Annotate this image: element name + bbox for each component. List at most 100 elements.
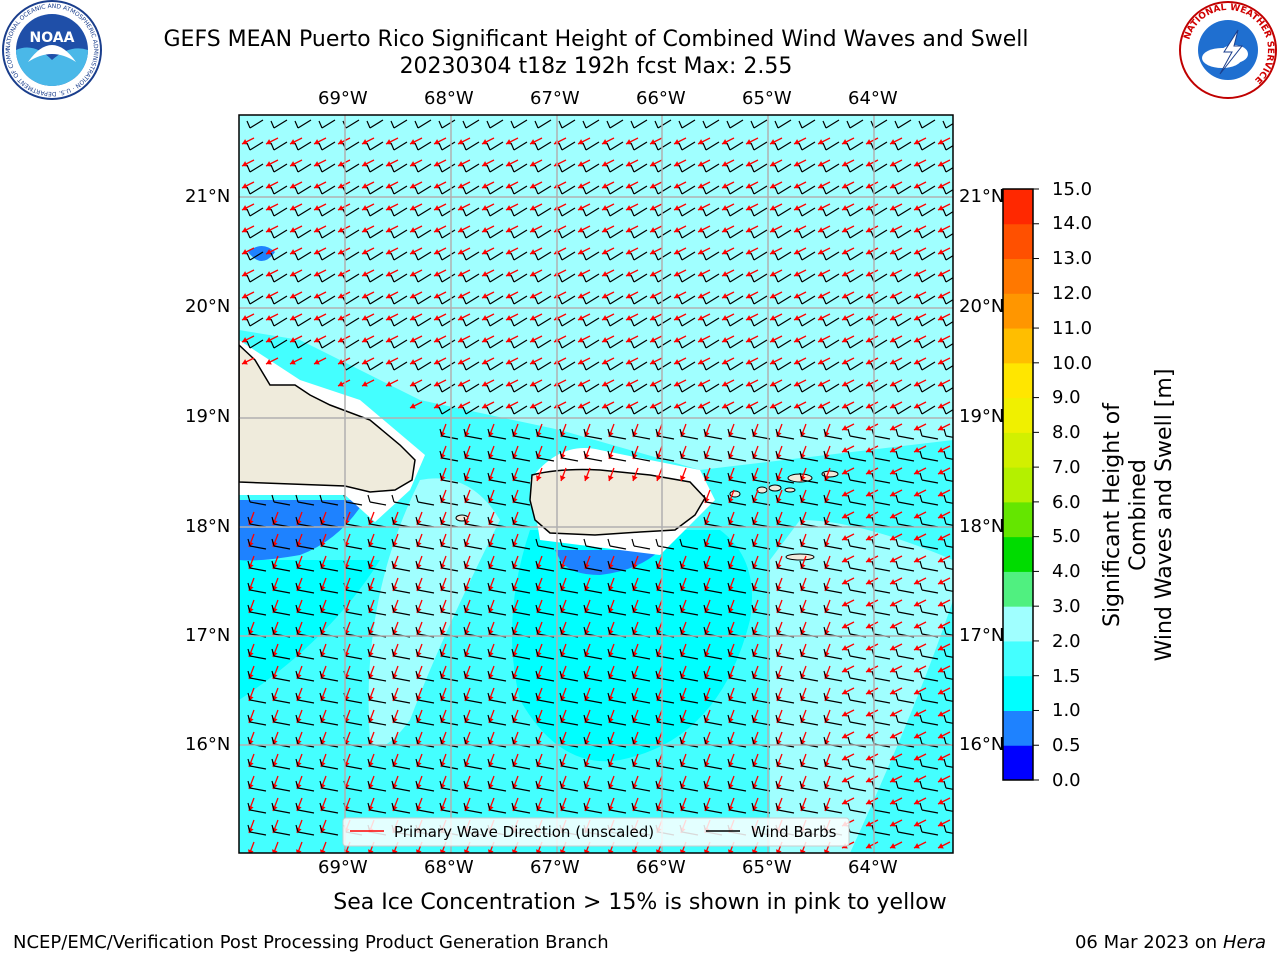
wind-barb (606, 405, 624, 415)
wind-barb (390, 339, 408, 349)
wind-barb (391, 538, 411, 550)
wind-barb (607, 692, 627, 704)
wind-barb (439, 560, 459, 572)
wave-arrowhead (482, 139, 488, 145)
wave-arrowhead (674, 249, 680, 255)
wave-arrowhead (722, 293, 728, 299)
wind-barb (510, 163, 528, 173)
wave-arrowhead (890, 601, 896, 607)
wave-arrowhead (386, 271, 392, 277)
wind-barb (558, 207, 576, 217)
wind-barb (558, 317, 576, 327)
wind-barb (366, 141, 384, 151)
wave-arrowhead (650, 249, 656, 255)
wind-barb (582, 339, 600, 349)
wind-barb (798, 163, 816, 173)
wind-barb (247, 582, 267, 594)
wind-barb (295, 824, 315, 836)
wind-barb (486, 339, 504, 349)
wind-barb (319, 780, 339, 792)
wave-arrowhead (271, 849, 278, 853)
wind-barb (774, 229, 792, 239)
wind-barb (367, 582, 387, 594)
wave-arrowhead (626, 161, 632, 167)
wind-barb (271, 824, 291, 836)
wind-barb (294, 141, 312, 151)
wave-arrowhead (866, 557, 872, 563)
wind-barb (654, 185, 672, 195)
wind-barb (607, 450, 627, 462)
wave-arrowhead (746, 249, 752, 255)
wind-barb (775, 648, 795, 660)
wind-barb (415, 758, 435, 770)
wind-barb (774, 207, 792, 217)
wind-barb (438, 361, 456, 371)
wave-arrowhead (890, 337, 896, 343)
lon-label-top: 65°W (742, 88, 792, 109)
wave-arrowhead (938, 227, 944, 233)
wave-arrowhead (674, 403, 680, 409)
wave-arrowhead (890, 315, 896, 321)
wind-barb (486, 295, 504, 305)
wind-barb (726, 207, 744, 217)
wind-barb (438, 119, 456, 129)
wind-barb (510, 361, 528, 371)
wind-barb (847, 758, 867, 770)
wind-barb (679, 582, 699, 594)
wind-barb (246, 317, 264, 327)
wave-arrowhead (506, 205, 512, 211)
wind-barb (559, 780, 579, 792)
wind-barb (583, 648, 603, 660)
wind-barb (775, 450, 795, 462)
wind-barb (631, 714, 651, 726)
wind-barb (414, 207, 432, 217)
wave-arrowhead (914, 711, 920, 717)
ocean-shade-2-0 (239, 115, 953, 470)
wind-barb (895, 670, 915, 682)
wind-barb (535, 692, 555, 704)
wave-arrowhead (866, 161, 872, 167)
wave-arrowhead (914, 513, 920, 519)
lon-label-bottom: 68°W (424, 857, 474, 878)
wave-arrowhead (818, 315, 824, 321)
wind-barb (606, 273, 624, 283)
wind-barb (894, 273, 912, 283)
wind-barb (943, 450, 953, 460)
wave-arrowhead (698, 227, 704, 233)
wind-barb (823, 780, 843, 792)
wave-arrowhead (650, 271, 656, 277)
wave-arrowhead (506, 315, 512, 321)
wave-arrowhead (439, 849, 446, 853)
wind-barb (943, 560, 953, 570)
wind-barb (246, 185, 264, 195)
wave-arrowhead (914, 161, 920, 167)
map-frame (238, 114, 954, 854)
wind-barb (295, 714, 315, 726)
wind-barb (918, 405, 936, 415)
wave-arrowhead (314, 337, 320, 343)
wave-arrowhead (746, 381, 752, 387)
wind-barb (246, 119, 264, 129)
colorbar-tick: 11.0 (1052, 318, 1093, 339)
wind-barb (294, 295, 312, 305)
wind-barb (582, 317, 600, 327)
wind-barb (846, 317, 864, 327)
wave-arrowhead (362, 293, 368, 299)
wave-arrowhead (842, 667, 848, 673)
wave-arrowhead (794, 315, 800, 321)
wind-barb (319, 538, 339, 550)
wind-barb (822, 273, 840, 283)
wave-arrowhead (722, 271, 728, 277)
wave-arrowhead (818, 139, 824, 145)
wave-arrowhead (938, 733, 944, 739)
wind-barb (894, 339, 912, 349)
wind-barb (487, 802, 507, 814)
wave-arrowhead (914, 601, 920, 607)
wind-barb (798, 295, 816, 305)
wave-arrowhead (506, 271, 512, 277)
wind-barb (702, 405, 720, 415)
wave-arrowhead (482, 293, 488, 299)
wave-arrowhead (314, 227, 320, 233)
wind-barb (679, 450, 699, 462)
wind-barb (703, 648, 723, 660)
